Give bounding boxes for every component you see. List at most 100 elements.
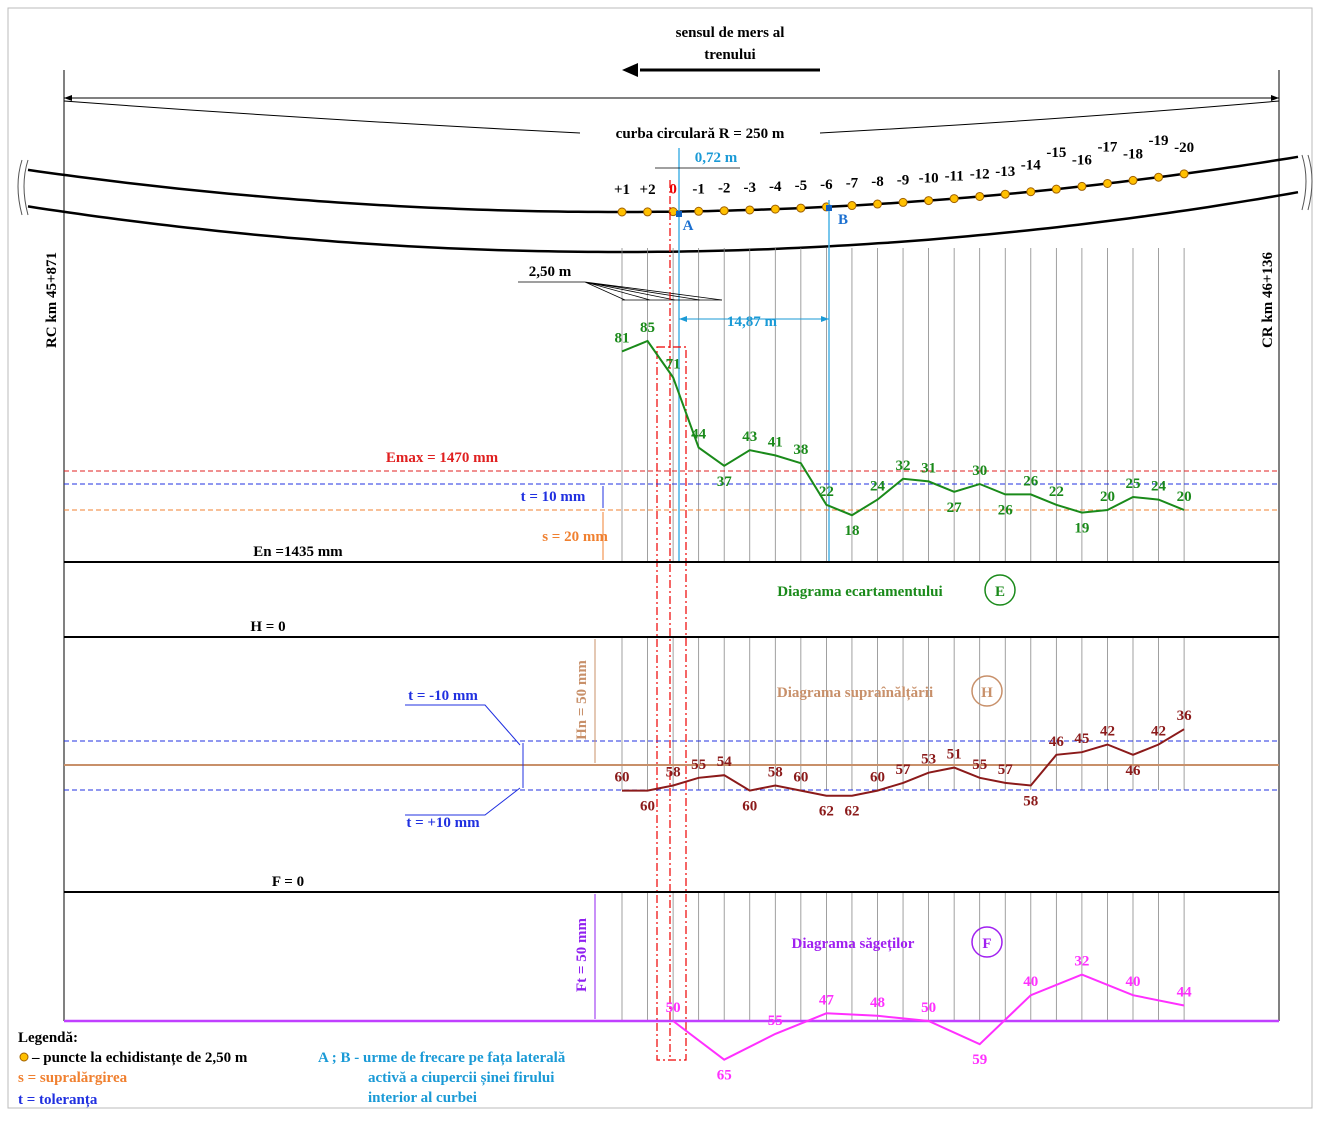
data-label: 62: [844, 804, 859, 820]
station-dot: [949, 194, 959, 204]
diagram-symbol: E: [995, 584, 1005, 600]
km-label: CR km 46+136: [1260, 251, 1276, 348]
data-label: 81: [615, 330, 630, 346]
legend-item: – puncte la echidistanțe de 2,50 m: [31, 1050, 248, 1066]
legend-item: interior al curbei: [368, 1090, 477, 1106]
limit-label: Hn = 50 mm: [574, 660, 590, 740]
diagram-title: Diagrama ecartamentului: [777, 584, 942, 600]
data-label: 60: [742, 799, 757, 815]
data-label: 65: [717, 1068, 732, 1084]
data-label: 55: [691, 757, 706, 773]
station-label: -7: [846, 176, 859, 192]
data-label: 38: [793, 442, 808, 458]
data-label: 50: [666, 1000, 681, 1016]
ref-box: [656, 346, 687, 1061]
arrow-head: [821, 316, 829, 322]
break-mark: [1301, 154, 1313, 211]
data-label: 24: [870, 479, 886, 495]
station-dot: [1077, 181, 1087, 191]
limit-label: En =1435 mm: [253, 544, 343, 560]
station-label: -15: [1046, 145, 1066, 161]
station-label: -9: [897, 172, 910, 188]
data-label: 24: [1151, 479, 1167, 495]
limit-label: t = +10 mm: [406, 815, 480, 831]
data-label: 41: [768, 434, 783, 450]
station-label: -6: [820, 177, 833, 193]
data-label: 44: [1177, 985, 1193, 1001]
station-dot: [745, 205, 755, 215]
station-label: -16: [1072, 152, 1092, 168]
data-label: 42: [1100, 724, 1115, 740]
station-dot: [898, 197, 908, 207]
station-dot: [617, 207, 627, 217]
data-label: 50: [921, 1000, 936, 1016]
data-label: 30: [972, 463, 987, 479]
break-mark: [17, 159, 29, 216]
station-dot: [924, 196, 934, 206]
station-dot: [643, 207, 653, 217]
station-label: 0: [669, 182, 677, 198]
station-dot: [694, 206, 704, 216]
leader: [405, 704, 521, 816]
station-label: -10: [919, 171, 939, 187]
legend-item: s = supralărgirea: [18, 1070, 128, 1086]
data-label: 55: [768, 1013, 783, 1029]
diagram-symbol: F: [982, 936, 991, 952]
limit-label: F = 0: [272, 874, 304, 890]
data-label: 60: [640, 799, 655, 815]
data-label: 37: [717, 474, 733, 490]
station-label: -19: [1149, 133, 1169, 149]
frame: [7, 7, 1313, 1109]
arrow-head: [1271, 95, 1279, 101]
diagram-title: Diagrama supraînălțării: [777, 685, 933, 701]
limit-label: s = 20 mm: [542, 529, 608, 545]
data-label: 71: [666, 356, 681, 372]
data-label: 54: [717, 754, 733, 770]
data-label: 85: [640, 320, 655, 336]
station-dot: [847, 201, 857, 211]
arrow-head: [64, 95, 72, 101]
limit-label: Ft = 50 mm: [574, 918, 590, 992]
legend-dot: [19, 1052, 29, 1062]
direction-text: trenului: [704, 47, 755, 63]
station-dot: [770, 204, 780, 214]
data-label: 51: [947, 747, 962, 763]
direction-text: sensul de mers al: [676, 25, 785, 41]
station-label: -2: [718, 181, 731, 197]
symbol-ring: [971, 926, 1003, 958]
legend-item: activă a ciupercii șinei firului: [368, 1070, 554, 1086]
mark-b: [826, 205, 832, 211]
data-label: 44: [691, 427, 707, 443]
data-label: 53: [921, 752, 936, 768]
data-label: 36: [1177, 708, 1193, 724]
station-label: +1: [614, 182, 630, 198]
diagram-line: [672, 973, 1185, 1061]
station-label: -13: [995, 164, 1015, 180]
station-dot: [796, 203, 806, 213]
mark-label: B: [838, 212, 848, 228]
dim-label: 14,87 m: [727, 314, 778, 330]
data-label: 20: [1177, 489, 1192, 505]
data-label: 59: [972, 1052, 987, 1068]
station-label: -5: [795, 178, 808, 194]
data-label: 40: [1126, 974, 1141, 990]
station-dot: [1128, 175, 1138, 185]
station-label: -11: [945, 169, 964, 185]
symbol-ring: [971, 675, 1003, 707]
data-label: 43: [742, 429, 757, 445]
arrow-head: [622, 63, 638, 77]
station-label: -18: [1123, 146, 1143, 162]
station-label: -1: [692, 181, 705, 197]
data-label: 60: [615, 770, 630, 786]
data-label: 60: [870, 770, 885, 786]
data-label: 55: [972, 757, 987, 773]
limit-label: t = -10 mm: [408, 688, 478, 704]
diagram-line: [622, 728, 1185, 797]
station-dot: [1000, 189, 1010, 199]
data-label: 19: [1074, 521, 1089, 537]
data-label: 58: [1023, 793, 1038, 809]
data-label: 32: [896, 458, 911, 474]
data-label: 48: [870, 995, 885, 1011]
station-dot: [1102, 178, 1112, 188]
station-dot: [1154, 172, 1164, 182]
